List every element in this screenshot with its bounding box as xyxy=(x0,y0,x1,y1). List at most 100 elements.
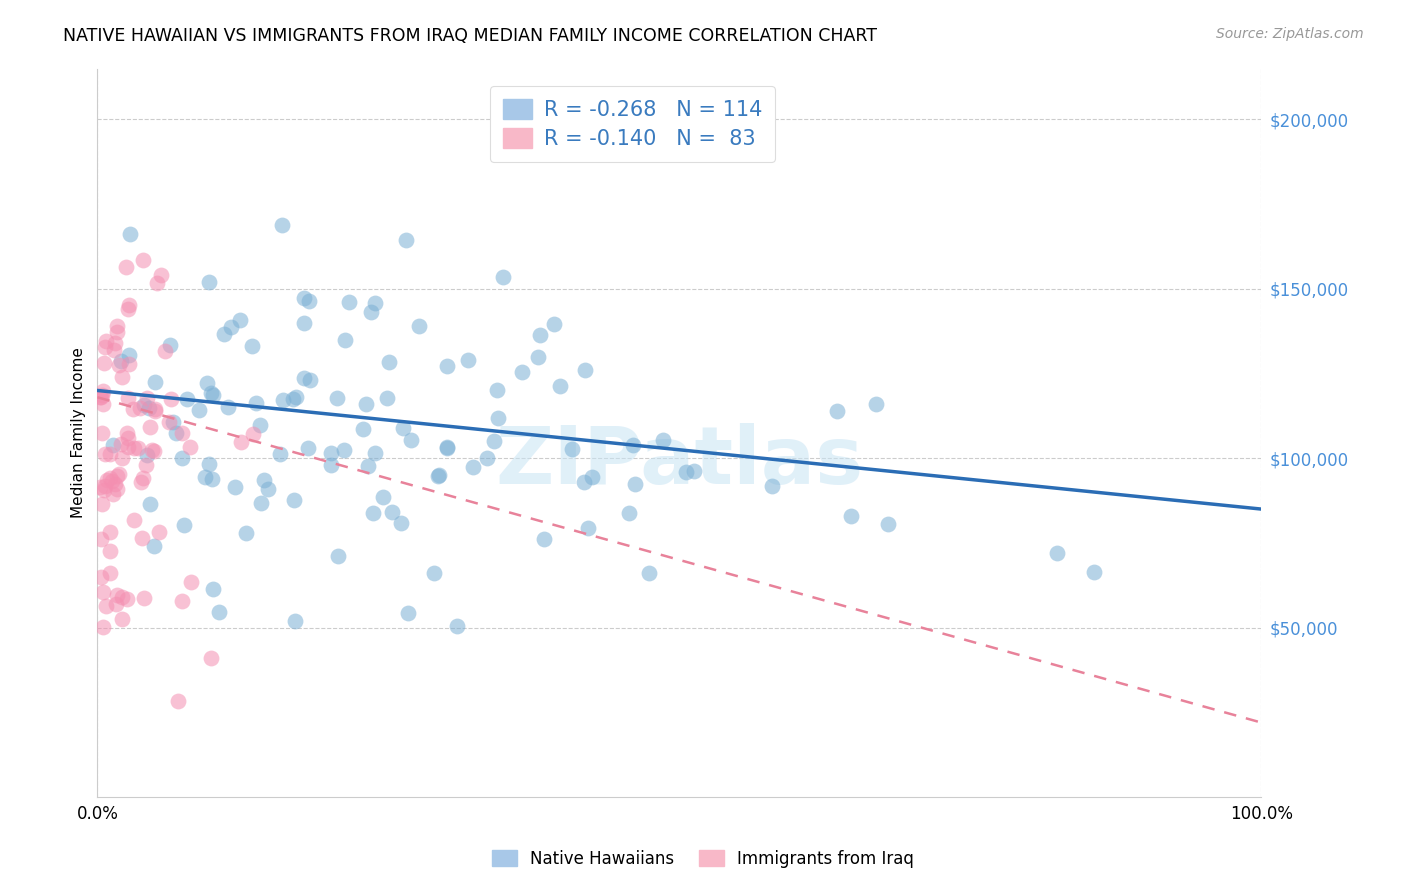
Point xyxy=(201,388,224,402)
Point xyxy=(105,483,128,497)
Point xyxy=(194,470,217,484)
Point xyxy=(117,301,139,316)
Point xyxy=(132,471,155,485)
Point xyxy=(271,219,294,233)
Point xyxy=(378,355,401,369)
Point xyxy=(90,388,112,402)
Point xyxy=(150,268,173,283)
Point xyxy=(139,420,162,434)
Point xyxy=(396,606,419,620)
Point xyxy=(143,376,166,390)
Point xyxy=(510,365,533,379)
Point xyxy=(98,566,121,580)
Point xyxy=(457,353,479,368)
Point xyxy=(179,440,201,454)
Point xyxy=(107,358,129,372)
Point xyxy=(292,317,315,331)
Point xyxy=(135,458,157,472)
Point xyxy=(91,425,114,440)
Point xyxy=(319,458,342,472)
Point xyxy=(153,344,176,359)
Point xyxy=(157,415,180,429)
Point xyxy=(357,458,380,473)
Point xyxy=(550,379,572,393)
Point xyxy=(173,518,195,533)
Point xyxy=(561,442,583,456)
Point xyxy=(527,350,550,364)
Point xyxy=(172,451,194,466)
Point xyxy=(876,517,898,532)
Point xyxy=(131,531,153,545)
Point xyxy=(475,450,498,465)
Point xyxy=(363,506,385,520)
Point xyxy=(110,354,132,368)
Point xyxy=(108,467,131,482)
Point xyxy=(574,363,596,377)
Point xyxy=(389,516,412,530)
Point xyxy=(623,438,645,452)
Point xyxy=(229,434,252,449)
Point xyxy=(682,464,704,478)
Point xyxy=(229,313,252,327)
Point xyxy=(219,319,242,334)
Point xyxy=(139,498,162,512)
Point xyxy=(572,475,595,490)
Point xyxy=(141,443,163,458)
Legend: R = -0.268   N = 114, R = -0.140   N =  83: R = -0.268 N = 114, R = -0.140 N = 83 xyxy=(491,87,775,161)
Point xyxy=(198,275,221,289)
Point xyxy=(94,479,117,493)
Point xyxy=(143,404,166,418)
Point xyxy=(94,599,117,613)
Point xyxy=(165,425,187,440)
Point xyxy=(281,392,304,407)
Point xyxy=(188,403,211,417)
Point xyxy=(105,469,128,483)
Point xyxy=(142,443,165,458)
Point xyxy=(529,327,551,342)
Point xyxy=(426,468,449,483)
Point xyxy=(253,474,276,488)
Point xyxy=(492,270,515,285)
Point xyxy=(399,433,422,447)
Point xyxy=(134,398,156,412)
Point xyxy=(103,336,125,351)
Point xyxy=(271,392,294,407)
Point xyxy=(132,591,155,605)
Point xyxy=(93,483,115,498)
Point xyxy=(90,570,112,584)
Point xyxy=(624,477,647,491)
Point xyxy=(98,544,121,558)
Point xyxy=(118,347,141,361)
Point xyxy=(105,589,128,603)
Point xyxy=(118,358,141,372)
Point xyxy=(195,376,218,390)
Point xyxy=(131,253,153,268)
Point xyxy=(446,618,468,632)
Point xyxy=(395,233,418,247)
Point xyxy=(111,451,134,466)
Point xyxy=(145,277,167,291)
Legend: Native Hawaiians, Immigrants from Iraq: Native Hawaiians, Immigrants from Iraq xyxy=(485,844,921,875)
Point xyxy=(118,298,141,312)
Point xyxy=(486,411,509,425)
Point xyxy=(249,496,271,510)
Point xyxy=(486,384,509,398)
Point xyxy=(90,390,112,404)
Point xyxy=(148,524,170,539)
Point xyxy=(91,620,114,634)
Text: ZIPatlas: ZIPatlas xyxy=(495,423,863,501)
Point xyxy=(235,525,257,540)
Point xyxy=(115,592,138,607)
Point xyxy=(333,334,356,348)
Point xyxy=(201,472,224,486)
Point xyxy=(105,325,128,339)
Point xyxy=(371,490,394,504)
Point xyxy=(98,524,121,539)
Point xyxy=(117,441,139,455)
Point xyxy=(104,477,127,491)
Point xyxy=(381,505,404,519)
Point xyxy=(89,480,111,494)
Point xyxy=(111,612,134,626)
Point xyxy=(101,474,124,488)
Point xyxy=(136,391,159,405)
